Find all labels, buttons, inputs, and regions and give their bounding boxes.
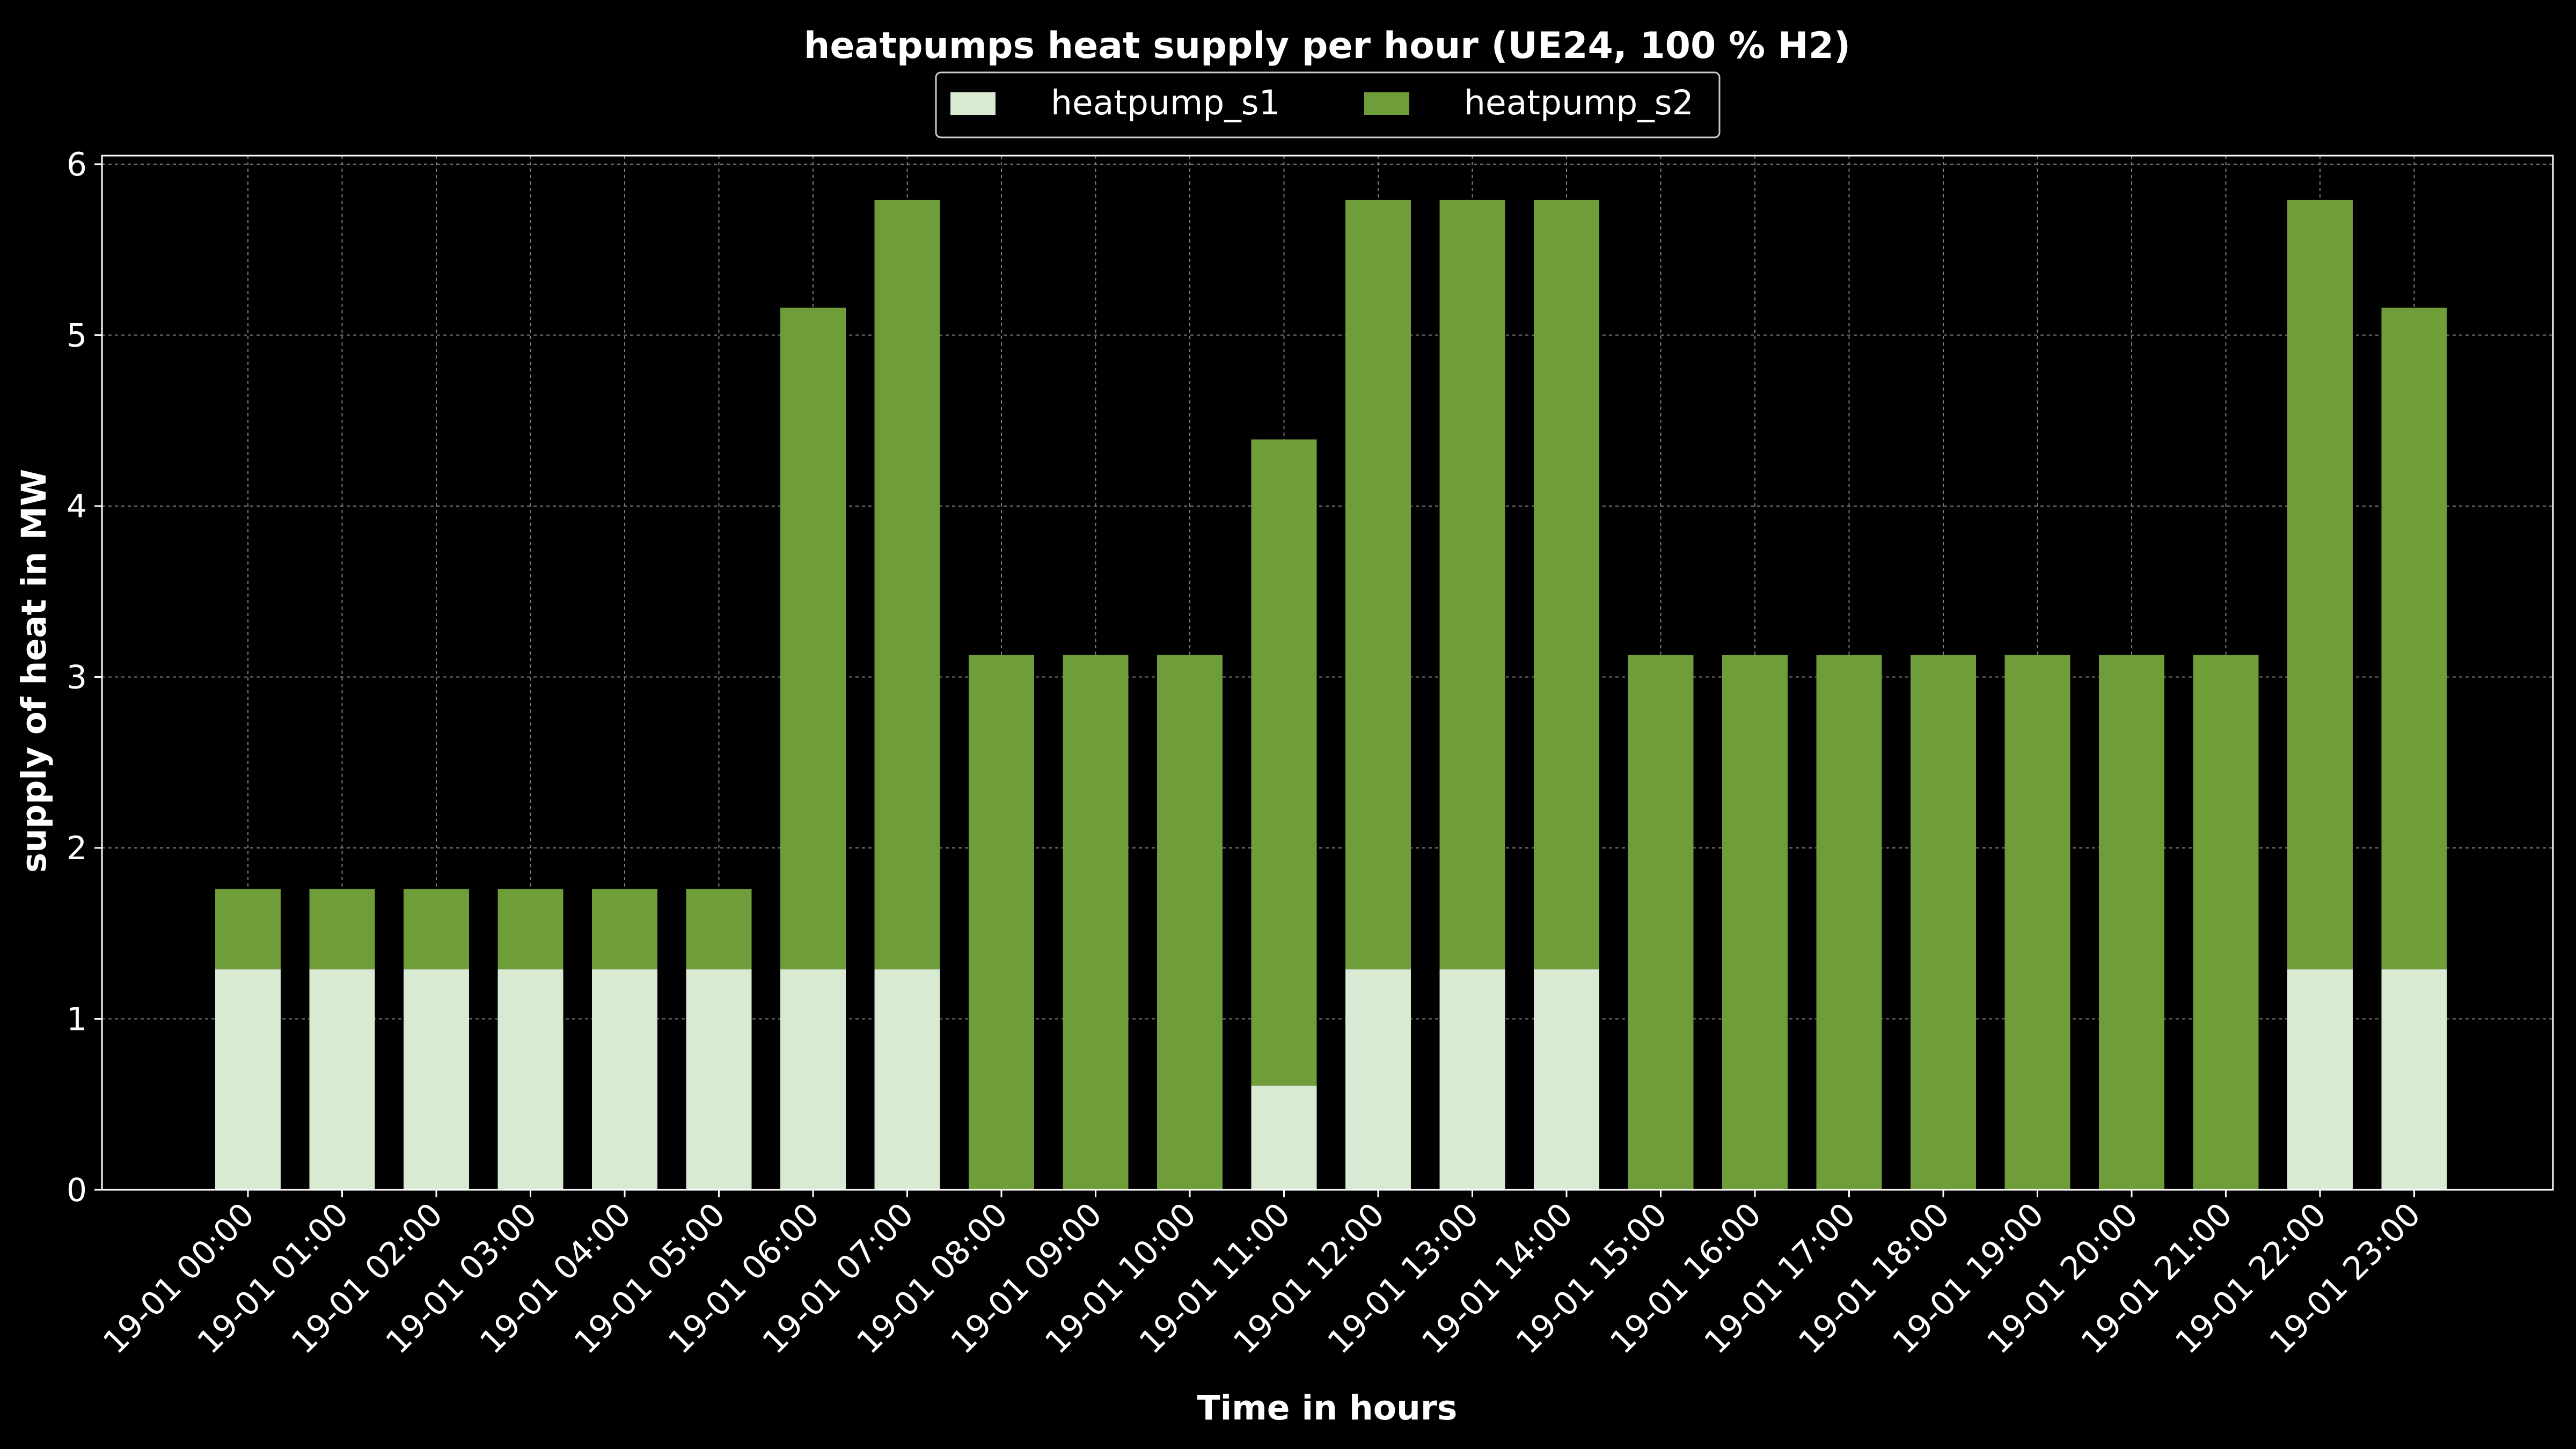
legend-label-heatpump-s2: heatpump_s2 (1464, 83, 1694, 122)
bar-heatpump-s2 (969, 655, 1034, 1190)
bar-heatpump-s2 (1628, 655, 1694, 1190)
bar-heatpump-s1 (780, 969, 846, 1190)
bar-heatpump-s2 (497, 889, 564, 970)
bar-heatpump-s2 (1439, 200, 1505, 970)
y-tick-label: 3 (67, 658, 87, 696)
bar-heatpump-s1 (1534, 969, 1599, 1190)
bar-heatpump-s2 (780, 308, 846, 970)
bar-heatpump-s2 (1063, 655, 1129, 1190)
bar-heatpump-s2 (1534, 200, 1599, 970)
y-tick-label: 5 (67, 317, 87, 354)
bar-heatpump-s1 (1439, 969, 1505, 1190)
bar-heatpump-s2 (592, 889, 657, 970)
y-tick-label: 2 (67, 830, 87, 867)
bar-heatpump-s1 (2381, 969, 2447, 1190)
bar-heatpump-s2 (686, 889, 752, 970)
axes-frame (101, 155, 2554, 1191)
bar-heatpump-s2 (2099, 655, 2164, 1190)
legend-swatch-heatpump-s1 (950, 92, 996, 115)
chart-title: heatpumps heat supply per hour (UE24, 10… (804, 25, 1850, 67)
bar-heatpump-s1 (874, 969, 940, 1190)
legend: heatpump_s1 heatpump_s2 (935, 71, 1721, 138)
bar-heatpump-s2 (1911, 655, 1976, 1190)
bar-heatpump-s1 (215, 969, 281, 1190)
bar-heatpump-s1 (1251, 1085, 1317, 1190)
y-tick-label: 1 (67, 1000, 87, 1038)
y-tick-label: 6 (67, 146, 87, 184)
legend-swatch-heatpump-s2 (1364, 92, 1409, 115)
y-axis-label: supply of heat in MW (14, 469, 54, 873)
y-tick-label: 4 (67, 488, 87, 525)
bar-heatpump-s1 (686, 969, 752, 1190)
bar-heatpump-s2 (1345, 200, 1411, 970)
bar-heatpump-s2 (874, 200, 940, 970)
x-axis-label: Time in hours (1197, 1388, 1458, 1428)
bar-heatpump-s1 (1345, 969, 1411, 1190)
legend-frame (935, 71, 1721, 138)
bar-heatpump-s2 (404, 889, 469, 970)
bar-heatpump-s2 (2193, 655, 2259, 1190)
y-tick-label: 0 (67, 1172, 87, 1209)
bar-heatpump-s2 (309, 889, 375, 970)
bar-heatpump-s1 (497, 969, 564, 1190)
bar-heatpump-s1 (404, 969, 469, 1190)
bar-heatpump-s2 (1722, 655, 1788, 1190)
bar-heatpump-s2 (2381, 308, 2447, 970)
bar-heatpump-s2 (1251, 439, 1317, 1086)
legend-label-heatpump-s1: heatpump_s1 (1051, 83, 1280, 122)
bar-heatpump-s2 (1157, 655, 1223, 1190)
bar-heatpump-s1 (592, 969, 657, 1190)
bar-heatpump-s1 (309, 969, 375, 1190)
bar-heatpump-s2 (1816, 655, 1882, 1190)
bar-heatpump-s2 (2287, 200, 2353, 970)
bar-heatpump-s2 (2004, 655, 2070, 1190)
bar-heatpump-s2 (215, 889, 281, 970)
bar-heatpump-s1 (2287, 969, 2353, 1190)
